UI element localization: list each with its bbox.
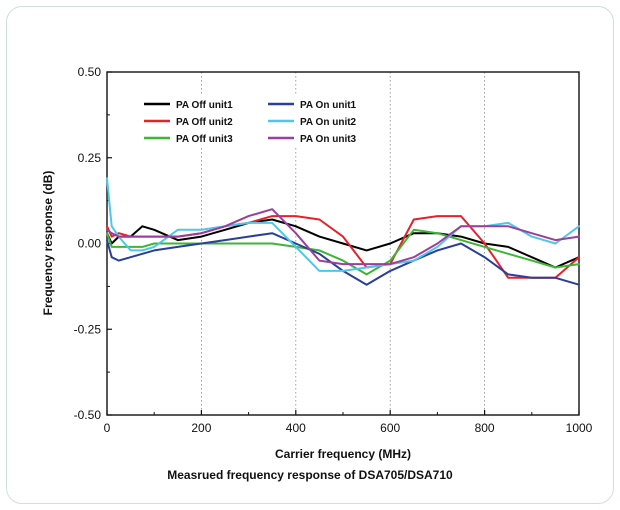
x-tick-label: 600 [380,421,400,435]
y-axis-label: Frequency response (dB) [41,171,55,316]
y-tick-label: 0.00 [78,237,102,251]
legend: PA Off unit1 PA Off unit2 PA Off unit3 PA O… [140,94,384,148]
ticks-layer: 0 200 400 600 800 1000 -0.50 -0.25 0.00 0.25 0.50 [74,65,593,435]
legend-label: PA On unit3 [300,134,357,145]
legend-label: PA Off unit2 [176,117,233,128]
legend-label: PA On unit2 [300,117,357,128]
x-tick-label: 800 [475,421,495,435]
series-layer [106,177,580,286]
series-line-pa-on-unit3 [106,208,580,266]
y-tick-label: -0.50 [74,408,102,422]
y-tick-label: -0.25 [74,322,102,336]
legend-label: PA On unit1 [300,100,357,111]
legend-box [140,94,384,148]
figure-caption: Measrued frequency response of DSA705/DS… [167,468,453,482]
y-tick-label: 0.50 [78,65,102,79]
series-line-pa-on-unit1 [106,232,580,286]
x-tick-label: 200 [191,421,211,435]
y-tick-label: 0.25 [78,151,102,165]
x-axis-label: Carrier frequency (MHz) [275,447,411,461]
x-tick-label: 1000 [566,421,593,435]
legend-label: PA Off unit3 [176,134,233,145]
series-line-pa-off-unit1 [106,218,580,269]
series-line-pa-on-unit2 [106,177,580,272]
x-tick-label: 400 [286,421,306,435]
legend-label: PA Off unit1 [176,100,233,111]
x-tick-label: 0 [104,421,111,435]
